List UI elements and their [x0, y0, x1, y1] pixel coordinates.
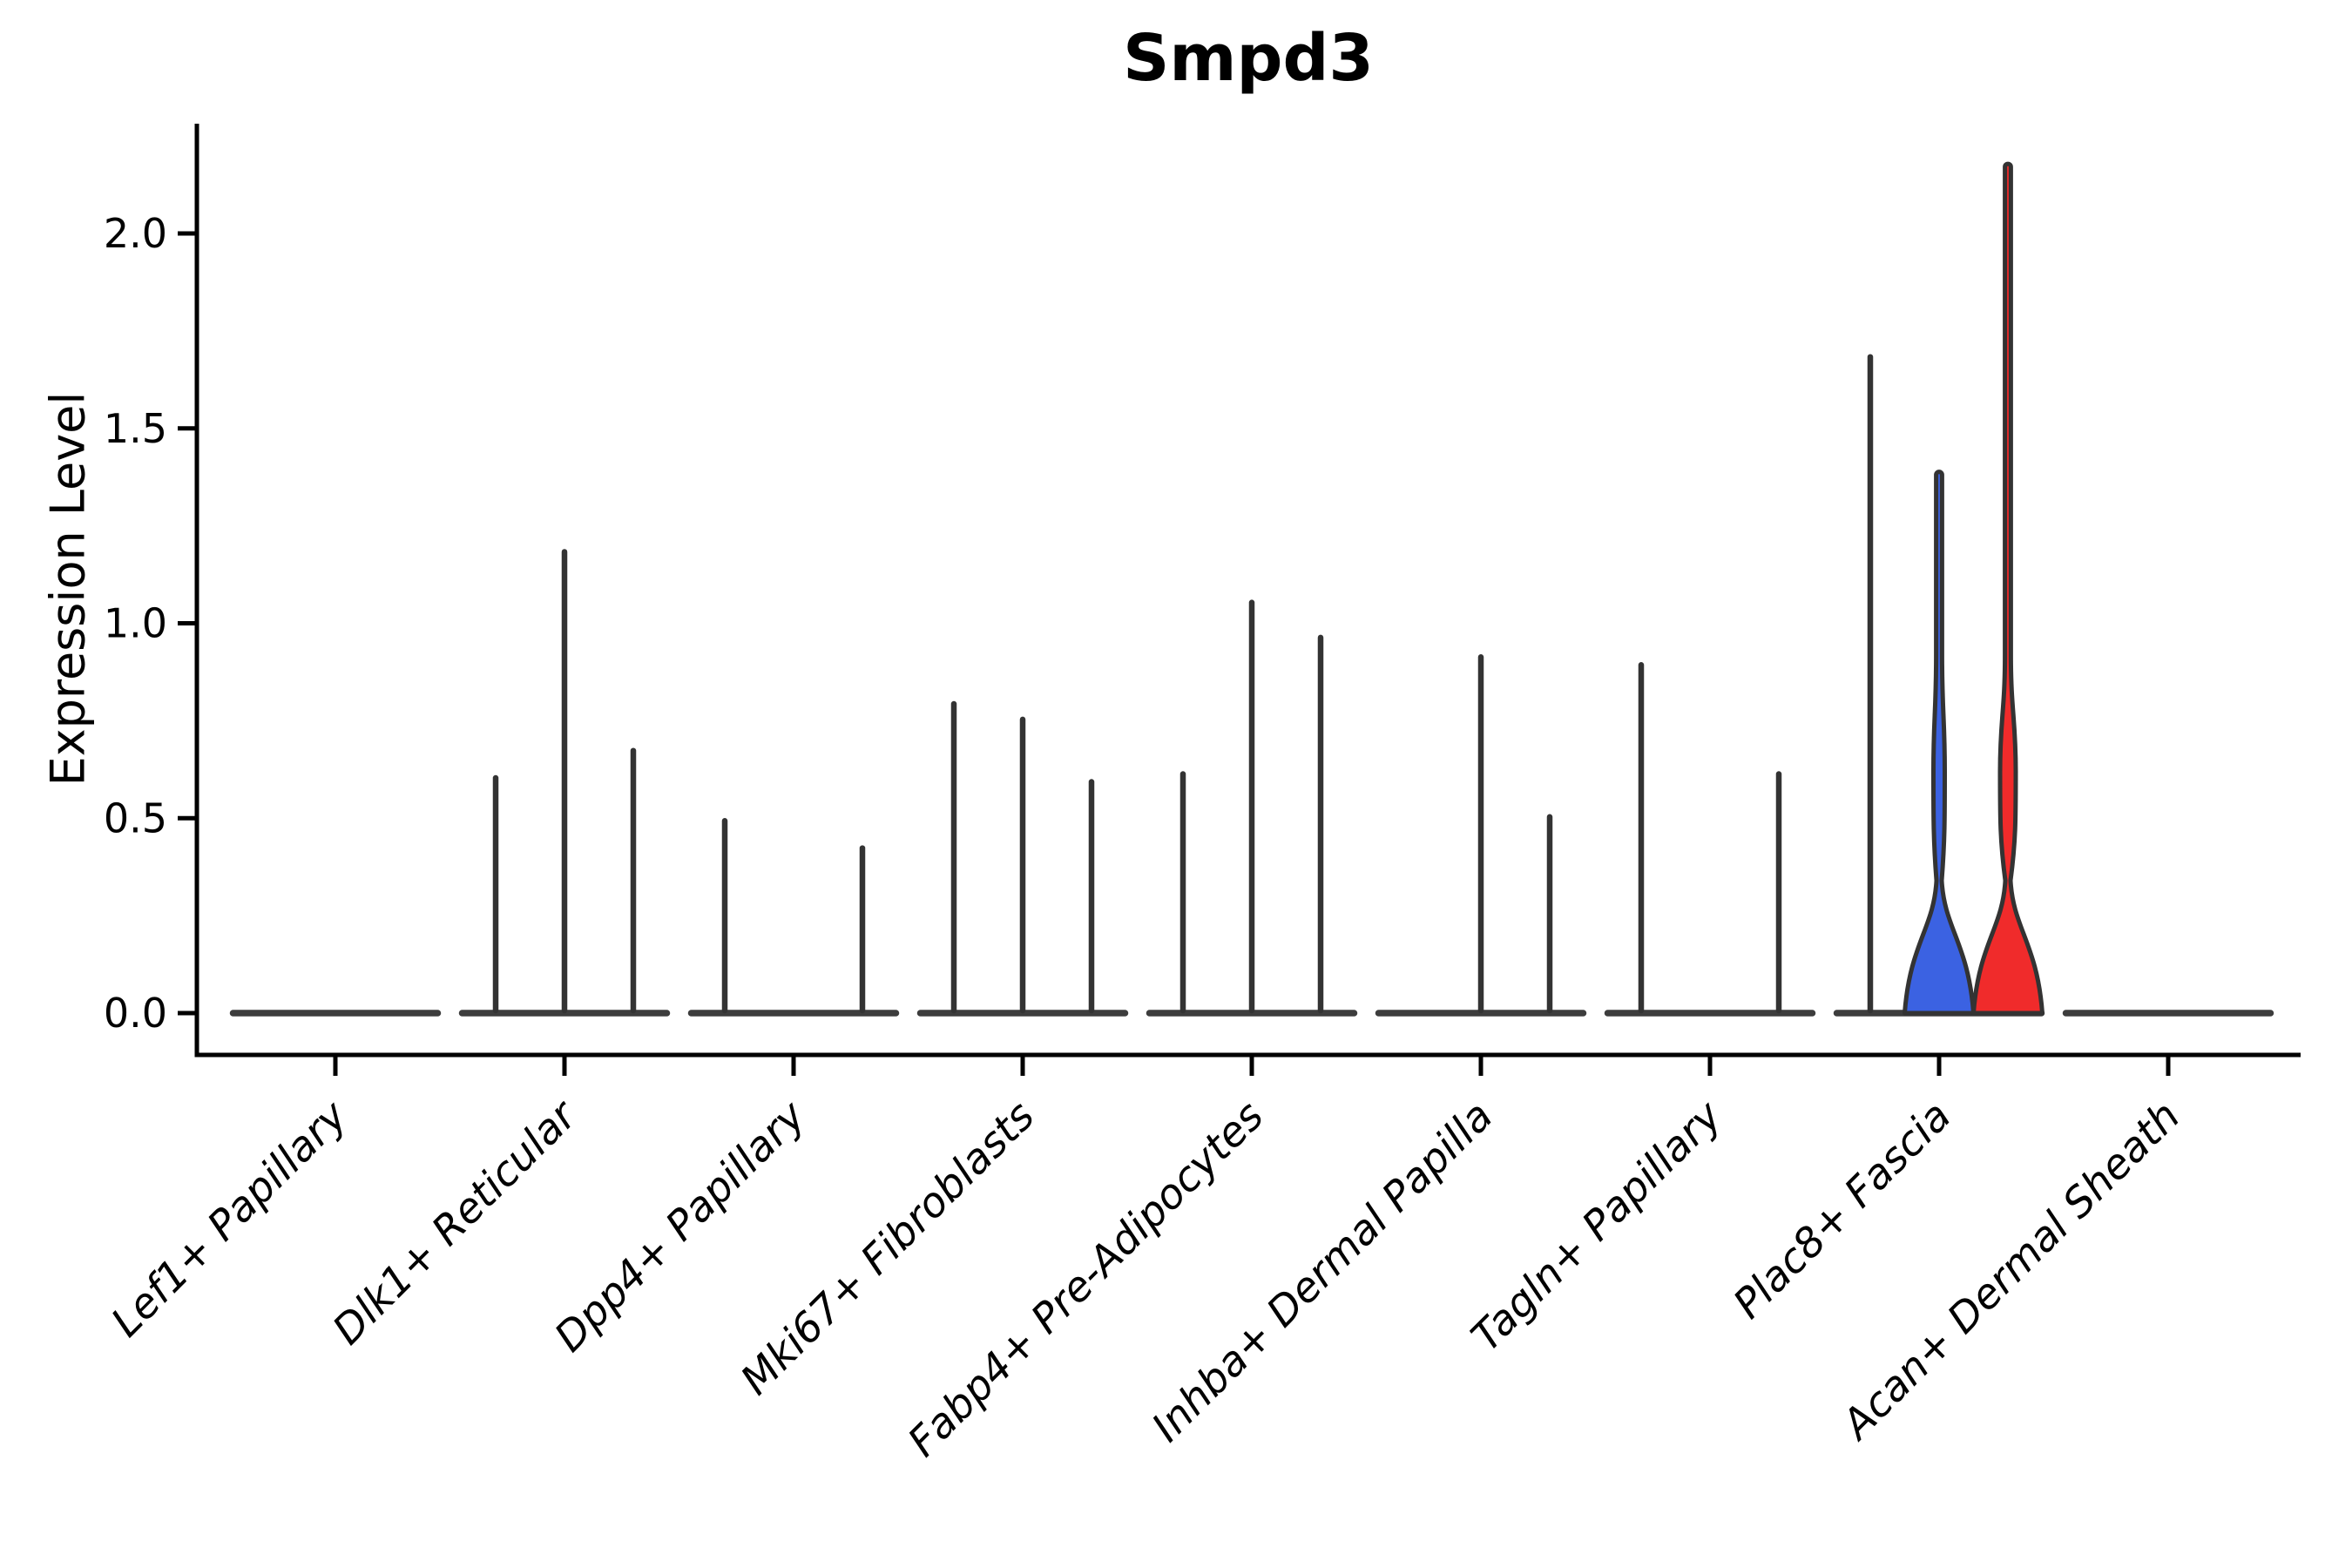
y-tick-label: 1.0 [104, 600, 167, 647]
y-tick-label: 2.0 [104, 210, 167, 257]
violin-body [1971, 161, 2044, 1016]
x-tick-label: Lef1+ Papillary [102, 1092, 357, 1347]
x-tick-label: Plac8+ Fascia [1724, 1092, 1960, 1328]
violin-body [1903, 470, 1976, 1016]
x-tick-label: Tagln+ Papillary [1463, 1092, 1733, 1362]
y-tick-label: 0.0 [104, 990, 167, 1037]
y-tick-label: 1.5 [104, 405, 167, 452]
plot-title: Smpd3 [1123, 21, 1374, 96]
x-tick-label: Dpp4+ Papillary [545, 1092, 815, 1362]
x-tick-label: Dlk1+ Reticular [324, 1091, 588, 1355]
y-tick-label: 0.5 [104, 794, 167, 841]
